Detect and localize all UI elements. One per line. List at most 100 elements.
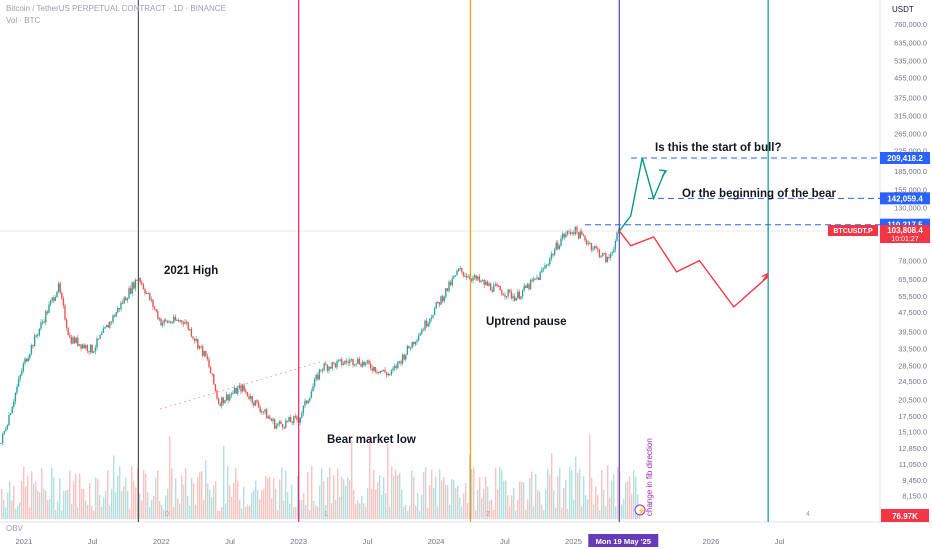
candle-body [609,253,612,258]
volume-bar [609,497,611,519]
volume-bar [133,480,135,519]
candle-body [182,322,185,324]
volume-bar [27,476,29,519]
fib-index-label: 0 [165,511,169,518]
volume-bar [65,490,67,519]
candle-body [105,324,108,328]
candle-body [243,385,245,391]
volume-legend[interactable]: Vol · BTC [6,16,41,25]
symbol-title[interactable]: Bitcoin / TetherUS PERPETUAL CONTRACT · … [6,4,226,13]
candle-body [366,360,369,363]
candle-body [256,400,258,403]
price-tick-label: 78,000.0 [898,257,927,266]
volume-bar [7,492,9,519]
candle-body [424,320,426,330]
volume-bar [573,499,575,519]
candle-body [147,292,149,294]
candle-body [264,409,266,412]
volume-bar [467,503,469,519]
candle-body [187,322,189,330]
candle-body [221,397,223,406]
volume-bar [271,498,273,519]
candle-body [102,328,105,333]
fib-index-label: 4 [806,511,810,518]
volume-bar [403,506,405,519]
candle-body [499,286,501,291]
volume-bar [225,503,227,519]
volume-bar [275,488,277,519]
candle-body [200,345,202,347]
volume-bar [217,510,219,519]
volume-bar [505,480,507,519]
volume-bar [489,500,491,519]
candle-body [217,398,220,404]
candle-body [214,384,217,391]
volume-bar [143,470,145,519]
volume-bar [105,491,107,519]
price-tick-label: 39,500.0 [898,327,927,336]
volume-bar [457,485,459,519]
volume-bar [175,478,177,519]
candle-body [11,407,13,414]
volume-bar [59,477,61,519]
candle-body [41,321,44,323]
volume-bar [511,495,513,519]
candle-body [233,387,236,393]
volume-bar [633,470,635,519]
candle-body [449,281,452,286]
volume-bar [353,489,355,519]
volume-bar [521,482,523,519]
volume-bar [85,500,87,519]
price-tick-label: 760,000.0 [894,20,927,29]
candle-body [83,344,85,349]
volume-bar [291,484,293,519]
price-tick-label: 185,000.0 [894,167,927,176]
volume-bar [635,476,637,519]
volume-bar [377,482,379,519]
candle-body [550,253,553,259]
volume-bar [297,475,299,519]
volume-bar [507,495,509,519]
candle-body [467,276,469,278]
candle-body [577,232,580,239]
volume-bar [329,467,331,519]
candle-body [465,275,468,278]
candle-body [315,374,317,380]
volume-bar [337,468,339,519]
volume-bar [315,505,317,519]
volume-bar [497,489,499,519]
candle-body [27,358,29,362]
volume-bar [37,490,39,519]
price-tick-label: 635,000.0 [894,39,927,48]
candle-body [521,290,524,297]
volume-bar [515,510,517,519]
volume-bar [405,504,407,519]
volume-bar [155,477,157,519]
volume-bar [569,466,571,519]
candle-body [302,405,305,414]
candle-body [534,278,537,280]
volume-bar [595,486,597,519]
volume-bar [621,504,623,519]
candle-body [275,425,277,429]
volume-bar [381,495,383,519]
volume-bar [551,453,553,519]
candle-body [537,277,540,280]
candle-body [149,293,151,300]
candle-body [360,364,362,367]
volume-bar [21,480,23,519]
candle-body [269,416,271,419]
volume-bar [233,482,235,519]
volume-bar [91,506,93,519]
volume-bar [549,474,551,519]
symbol-badge [828,225,878,236]
candle-body [155,309,157,312]
volume-bar [325,505,327,519]
candle-body [379,370,381,374]
candle-body [409,348,412,350]
volume-bar [53,477,55,519]
candle-body [574,226,577,235]
candle-body [131,282,133,294]
candle-body [566,230,569,235]
